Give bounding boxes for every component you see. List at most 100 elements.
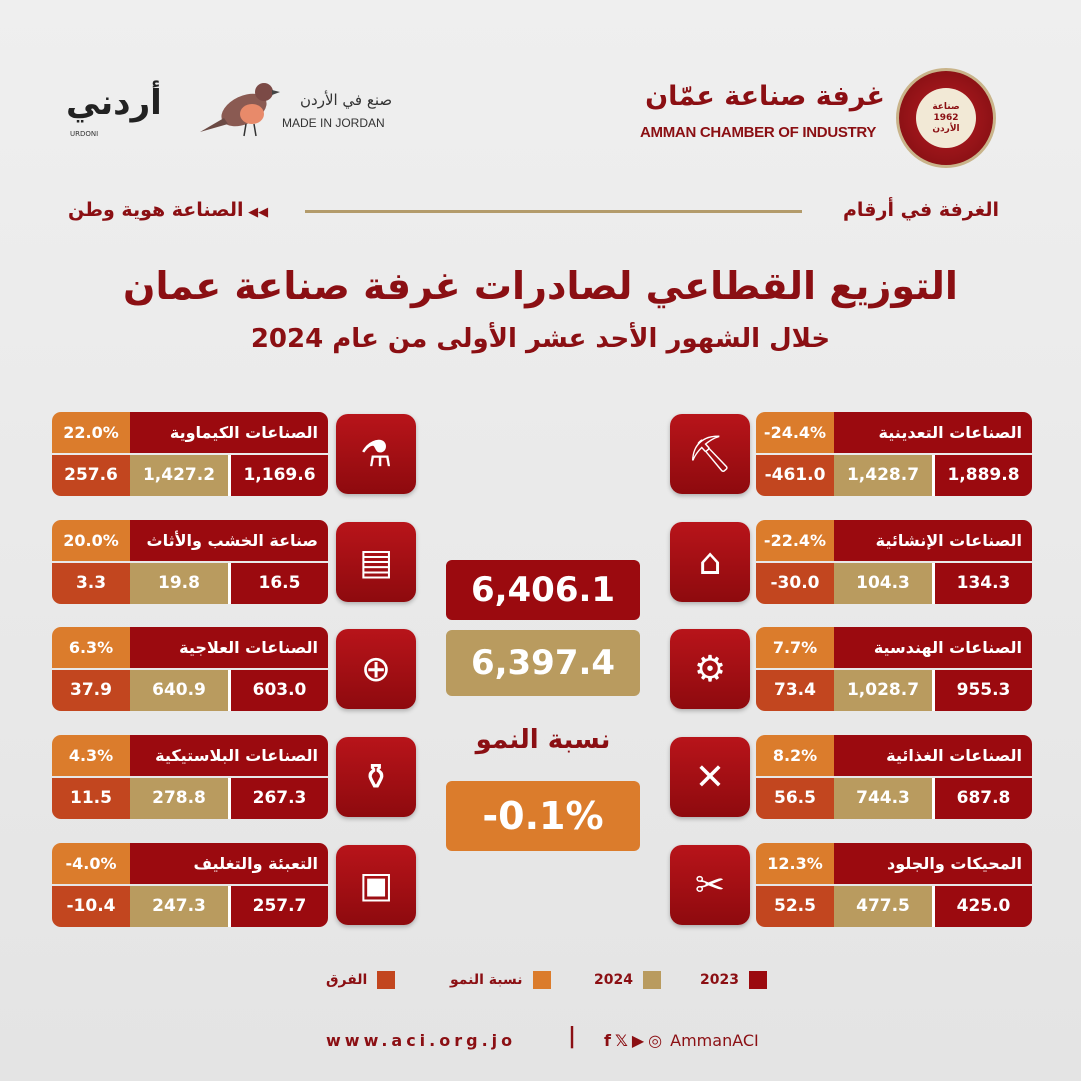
tag-left-text: الصناعة هوية وطن: [68, 199, 244, 221]
legend-swatch: [532, 971, 551, 989]
total-2023: 6,406.1: [446, 560, 640, 620]
sector-name: الصناعات العلاجية: [130, 627, 328, 668]
legend-label: 2023: [700, 972, 739, 988]
sector-card: المحيكات والجلود 12.3% 52.5 477.5 425.0: [756, 843, 1032, 927]
mining-pickaxe-icon: ⛏: [670, 414, 750, 494]
sector-diff: 37.9: [52, 670, 130, 711]
sector-2024: 247.3: [130, 886, 228, 927]
sector-card: الصناعات الهندسية 7.7% 73.4 1,028.7 955.…: [756, 627, 1032, 711]
sector-2024: 744.3: [834, 778, 932, 819]
sector-diff: 257.6: [52, 455, 130, 496]
sector-growth: 12.3%: [756, 843, 834, 884]
sector-name: المحيكات والجلود: [834, 843, 1032, 884]
construction-crane-icon: ⌂: [670, 522, 750, 602]
aci-name-en: AMMAN CHAMBER OF INDUSTRY: [640, 124, 877, 141]
sector-name: الصناعات الإنشائية: [834, 520, 1032, 561]
sector-2023: 16.5: [228, 563, 328, 604]
youtube-icon[interactable]: ▶: [631, 1031, 645, 1050]
social-links: f 𝕏 ▶ ◎ AmmanACI: [604, 1030, 759, 1052]
sector-card: الصناعات البلاستيكية 4.3% 11.5 278.8 267…: [52, 735, 328, 819]
urdoni-logo: أردني: [66, 83, 162, 123]
sector-2023: 603.0: [228, 670, 328, 711]
medicine-pills-icon: ⊕: [336, 629, 416, 709]
sector-2024: 1,427.2: [130, 455, 228, 496]
legend-label: نسبة النمو: [450, 972, 523, 988]
spoon-fork-icon: ✕: [670, 737, 750, 817]
double-chevron-icon: ◀◀: [243, 205, 269, 220]
sector-diff: 56.5: [756, 778, 834, 819]
sector-card: الصناعات العلاجية 6.3% 37.9 640.9 603.0: [52, 627, 328, 711]
sector-card: الصناعات الإنشائية -22.4% -30.0 104.3 13…: [756, 520, 1032, 604]
total-2024: 6,397.4: [446, 630, 640, 696]
x-icon[interactable]: 𝕏: [614, 1031, 628, 1050]
sector-diff: 73.4: [756, 670, 834, 711]
footer-separator: |: [568, 1024, 577, 1049]
sector-card: الصناعات الغذائية 8.2% 56.5 744.3 687.8: [756, 735, 1032, 819]
sector-2024: 104.3: [834, 563, 932, 604]
growth-label: نسبة النمو: [475, 725, 611, 755]
divider: [305, 210, 802, 213]
sector-diff: 3.3: [52, 563, 130, 604]
flask-thermometer-icon: ⚗: [336, 414, 416, 494]
legend-2024: 2024: [594, 970, 661, 990]
legend-growth: نسبة النمو: [450, 970, 551, 990]
sector-name: التعبئة والتغليف: [130, 843, 328, 884]
legend-label: 2024: [594, 972, 633, 988]
sector-growth: 20.0%: [52, 520, 130, 561]
open-box-icon: ▣: [336, 845, 416, 925]
sector-2024: 477.5: [834, 886, 932, 927]
sector-card: صناعة الخشب والأثاث 20.0% 3.3 19.8 16.5: [52, 520, 328, 604]
sector-name: الصناعات الهندسية: [834, 627, 1032, 668]
sector-name: الصناعات التعدينية: [834, 412, 1032, 453]
tag-left: ◀◀ الصناعة هوية وطن: [68, 198, 268, 225]
sector-diff: -461.0: [756, 455, 834, 496]
social-handle[interactable]: AmmanACI: [670, 1031, 759, 1050]
sector-diff: -30.0: [756, 563, 834, 604]
legend-swatch: [748, 971, 767, 989]
sector-growth: 22.0%: [52, 412, 130, 453]
sewing-machine-icon: ✂: [670, 845, 750, 925]
sector-growth: 6.3%: [52, 627, 130, 668]
made-in-jordan-ar: صنع في الأردن: [300, 91, 393, 109]
page-title: التوزيع القطاعي لصادرات غرفة صناعة عمان: [123, 264, 958, 308]
sector-growth: 7.7%: [756, 627, 834, 668]
sector-diff: 52.5: [756, 886, 834, 927]
sector-growth: 8.2%: [756, 735, 834, 776]
legend-swatch: [377, 971, 396, 989]
sector-2024: 278.8: [130, 778, 228, 819]
sector-2023: 955.3: [932, 670, 1032, 711]
sector-card: الصناعات الكيماوية 22.0% 257.6 1,427.2 1…: [52, 412, 328, 496]
tag-right: الغرفة في أرقام: [843, 199, 999, 221]
sector-growth: -22.4%: [756, 520, 834, 561]
total-growth: -0.1%: [446, 781, 640, 851]
page-subtitle: خلال الشهور الأحد عشر الأولى من عام 2024: [250, 324, 831, 354]
sector-card: التعبئة والتغليف -4.0% -10.4 247.3 257.7: [52, 843, 328, 927]
sector-2023: 267.3: [228, 778, 328, 819]
wood-planks-icon: ▤: [336, 522, 416, 602]
legend-swatch: [642, 971, 661, 989]
aci-logo: صناعة 1962 الأردن: [896, 68, 996, 168]
sector-2024: 640.9: [130, 670, 228, 711]
sector-name: الصناعات البلاستيكية: [130, 735, 328, 776]
sector-2024: 19.8: [130, 563, 228, 604]
sector-name: الصناعات الكيماوية: [130, 412, 328, 453]
made-in-jordan-en: MADE IN JORDAN: [282, 116, 385, 130]
sector-diff: -10.4: [52, 886, 130, 927]
sector-card: الصناعات التعدينية -24.4% -461.0 1,428.7…: [756, 412, 1032, 496]
sector-name: صناعة الخشب والأثاث: [130, 520, 328, 561]
website-link[interactable]: www.aci.org.jo: [326, 1031, 517, 1050]
sector-2024: 1,428.7: [834, 455, 932, 496]
sector-name: الصناعات الغذائية: [834, 735, 1032, 776]
bird-logo-icon: [200, 83, 280, 137]
legend-2023: 2023: [700, 970, 767, 990]
gear-wrench-icon: ⚙: [670, 629, 750, 709]
sector-growth: 4.3%: [52, 735, 130, 776]
sector-diff: 11.5: [52, 778, 130, 819]
instagram-icon[interactable]: ◎: [648, 1031, 663, 1050]
facebook-icon[interactable]: f: [604, 1031, 611, 1050]
sector-2023: 425.0: [932, 886, 1032, 927]
sector-2023: 1,169.6: [228, 455, 328, 496]
legend-diff: الفرق: [326, 970, 396, 990]
sector-2023: 1,889.8: [932, 455, 1032, 496]
urdoni-sub: URDONI: [70, 130, 99, 138]
